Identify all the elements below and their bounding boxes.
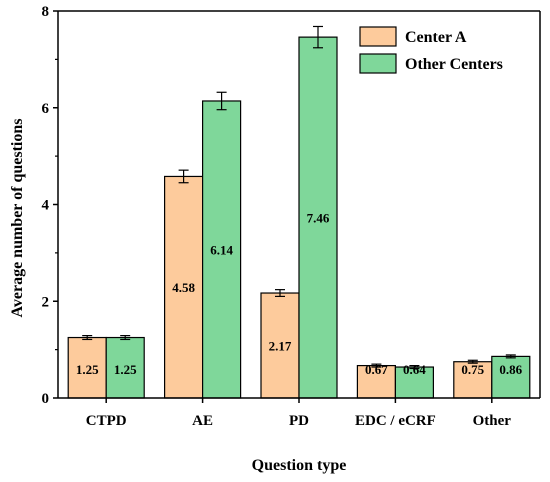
legend-label: Center A [405, 29, 467, 46]
x-tick-label: AE [192, 413, 213, 429]
bar [105, 336, 145, 399]
bars-layer [67, 36, 531, 399]
bar [491, 355, 531, 399]
legend-swatch [359, 53, 397, 74]
y-tick-label: 0 [42, 391, 50, 407]
x-axis-title: Question type [252, 457, 347, 474]
x-tick-label: PD [289, 413, 309, 429]
bar [202, 100, 242, 399]
data-label: 0.67 [365, 362, 388, 377]
x-tick-label: CTPD [86, 413, 127, 429]
bar [67, 336, 107, 399]
data-label: 7.46 [307, 211, 330, 226]
data-label: 6.14 [210, 242, 233, 257]
data-label: 2.17 [269, 339, 292, 354]
axes-layer: 0 2 4 6 8 CTPD AE PD EDC / eCRF Other [42, 4, 541, 429]
x-tick-label: EDC / eCRF [355, 413, 436, 429]
error-bars-layer [82, 25, 516, 370]
data-label: 0.64 [403, 362, 426, 377]
legend-label: Other Centers [405, 56, 503, 73]
bar [394, 366, 434, 399]
data-label: 4.58 [172, 280, 195, 295]
data-labels-layer: 1.25 1.25 4.58 6.14 2.17 7.46 0.67 0.64 0.75 0.86 [76, 211, 523, 377]
data-label: 1.25 [76, 362, 99, 377]
y-tick-label: 2 [42, 294, 50, 310]
legend: Center A Other Centers [359, 26, 503, 74]
y-tick-label: 4 [42, 198, 50, 214]
y-tick-label: 6 [42, 101, 50, 117]
data-label: 1.25 [114, 362, 137, 377]
data-label: 0.86 [499, 362, 522, 377]
bar [298, 36, 338, 399]
y-axis-title: Average number of questions [9, 119, 26, 318]
y-tick-label: 8 [42, 4, 50, 20]
legend-swatch [359, 26, 397, 47]
data-label: 0.75 [461, 362, 484, 377]
x-tick-label: Other [473, 413, 512, 429]
